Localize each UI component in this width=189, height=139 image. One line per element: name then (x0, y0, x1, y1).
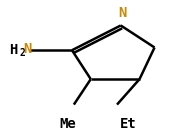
Text: 2: 2 (19, 48, 25, 58)
Text: N: N (119, 6, 127, 20)
Text: Me: Me (60, 117, 77, 131)
Text: N: N (24, 42, 32, 56)
Text: Et: Et (120, 117, 137, 131)
Text: H: H (9, 43, 18, 57)
